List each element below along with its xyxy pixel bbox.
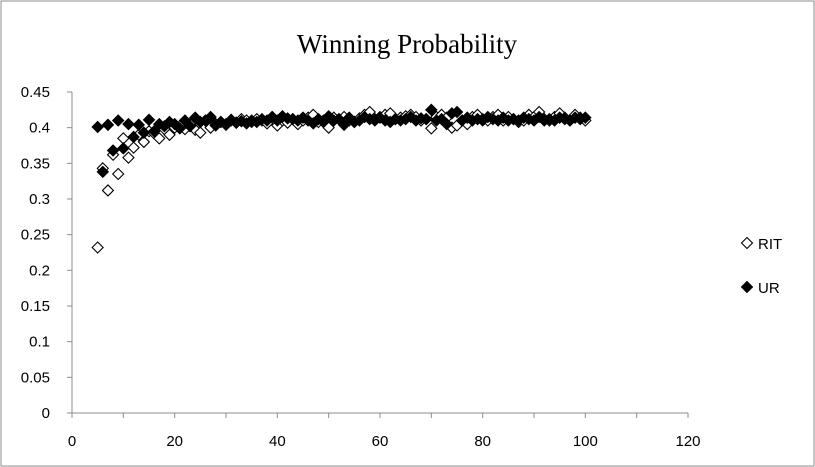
y-tick-label: 0 <box>42 405 50 422</box>
data-point-rit <box>122 151 135 164</box>
series-ur <box>91 103 592 179</box>
x-tick-label: 0 <box>68 433 76 450</box>
legend-marker-ur <box>740 280 754 294</box>
series-layer <box>91 103 592 254</box>
data-point-ur <box>337 118 351 132</box>
chart-title: Winning Probability <box>297 29 518 59</box>
data-point-ur <box>173 122 187 135</box>
data-point-rit <box>111 167 125 181</box>
data-point-rit <box>163 128 176 142</box>
legend-marker-rit <box>740 236 754 250</box>
data-point-ur <box>168 117 181 131</box>
y-tick-label: 0.1 <box>29 334 50 351</box>
data-point-ur <box>96 165 110 179</box>
data-point-ur <box>425 103 438 117</box>
data-point-rit <box>194 126 207 139</box>
data-point-ur <box>204 110 217 124</box>
y-tick-label: 0.2 <box>29 262 50 279</box>
data-point-ur <box>579 111 592 124</box>
data-point-ur <box>142 113 156 127</box>
y-tick-label: 0.3 <box>29 191 50 208</box>
x-tick-label: 120 <box>675 433 700 450</box>
data-point-rit <box>152 132 166 145</box>
data-point-rit <box>127 141 140 154</box>
data-point-ur <box>106 144 120 157</box>
data-point-rit <box>425 122 438 135</box>
legend-label-rit: RIT <box>758 236 782 253</box>
y-axis-ticks: 0 0.05 0.1 0.15 0.2 0.25 0.3 0.35 0.4 0.45 <box>21 84 72 422</box>
x-tick-label: 20 <box>166 433 183 450</box>
data-point-ur <box>122 117 135 131</box>
data-point-ur <box>101 118 115 132</box>
data-point-ur <box>111 114 125 127</box>
data-point-ur <box>419 112 433 126</box>
y-tick-label: 0.45 <box>21 84 50 101</box>
y-tick-label: 0.4 <box>29 120 50 137</box>
data-point-ur <box>91 120 104 134</box>
data-point-ur <box>147 124 161 138</box>
data-point-rit <box>101 184 115 197</box>
x-axis-ticks: 0 20 40 60 80 100 120 <box>68 413 701 450</box>
legend: RIT UR <box>740 236 782 297</box>
data-point-ur <box>450 105 464 119</box>
data-point-ur <box>127 130 140 144</box>
y-tick-label: 0.25 <box>21 227 50 244</box>
x-tick-label: 60 <box>372 433 389 450</box>
data-point-rit <box>91 241 104 254</box>
y-tick-label: 0.15 <box>21 298 50 315</box>
data-point-ur <box>137 126 151 139</box>
data-point-ur <box>183 119 197 133</box>
y-tick-label: 0.05 <box>21 369 50 386</box>
x-tick-label: 100 <box>573 433 598 450</box>
data-point-ur <box>132 118 146 132</box>
x-tick-label: 80 <box>474 433 491 450</box>
data-point-rit <box>137 135 151 149</box>
y-tick-label: 0.35 <box>21 155 50 172</box>
legend-label-ur: UR <box>758 280 780 297</box>
data-point-ur <box>440 117 454 131</box>
x-tick-label: 40 <box>269 433 286 450</box>
data-point-ur <box>117 142 130 155</box>
